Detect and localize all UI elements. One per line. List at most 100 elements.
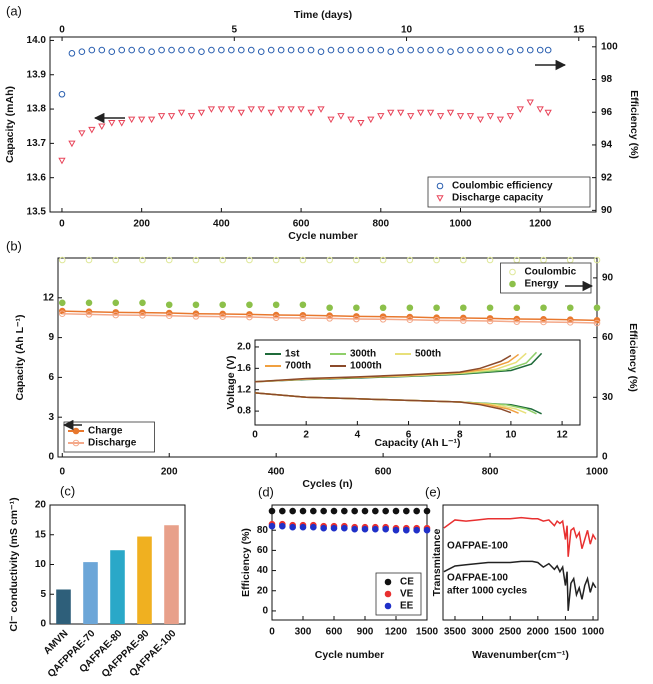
data-point: [118, 120, 126, 127]
data-point: [433, 256, 440, 264]
y-tick-label: 13.7: [27, 138, 47, 149]
legend-label: 300th: [350, 349, 376, 360]
data-point: [377, 46, 385, 54]
data-point: [416, 109, 425, 117]
data-point: [433, 317, 440, 324]
data-point: [165, 256, 173, 264]
y-tick-label: 9: [48, 332, 54, 343]
data-point: [446, 109, 455, 117]
data-point: [347, 46, 355, 54]
bar: [164, 525, 179, 624]
bar: [56, 589, 71, 624]
legend-label: VE: [400, 589, 414, 600]
data-point: [326, 256, 333, 264]
data-point: [165, 301, 173, 309]
x-tick-label: 0: [252, 430, 258, 441]
x2-tick-label: 5: [232, 25, 238, 36]
y-tick-label: 60: [257, 545, 269, 556]
data-point: [417, 46, 424, 54]
y-tick-label: 20: [257, 585, 269, 596]
data-point: [457, 46, 464, 54]
x-axis-title: Cycles (n): [302, 478, 352, 490]
x2-tick-label: 15: [573, 25, 585, 36]
data-point: [207, 106, 216, 113]
data-point: [58, 157, 66, 165]
data-point: [486, 113, 495, 120]
data-point: [128, 46, 136, 54]
data-point: [526, 99, 534, 107]
y-tick-label: 1.2: [237, 384, 251, 395]
data-point: [148, 48, 155, 56]
plot-frame: [442, 504, 599, 621]
series-line: [443, 516, 597, 557]
data-point: [544, 46, 552, 54]
data-point: [347, 116, 355, 124]
x-tick-label: 1200: [529, 219, 552, 230]
x-tick-label: 400: [268, 467, 285, 478]
annotation: OAFPAE-100: [447, 541, 508, 552]
x2-tick-label: 10: [401, 25, 413, 36]
data-point: [460, 304, 467, 312]
data-point: [507, 48, 514, 56]
data-point: [279, 507, 286, 515]
data-point: [372, 525, 379, 533]
x-tick-label: 2500: [499, 627, 522, 638]
data-point: [128, 116, 136, 124]
data-point: [353, 256, 360, 264]
data-point: [78, 48, 86, 56]
y-axis-title: Efficiency (%): [240, 528, 252, 597]
y-axis-title: Cl⁻ conductivity (mS cm⁻¹): [8, 497, 20, 631]
data-point: [566, 319, 574, 326]
data-point: [299, 314, 307, 322]
data-point: [78, 130, 86, 137]
data-point: [299, 523, 307, 531]
x-tick-label: 1000: [586, 467, 609, 478]
data-point: [382, 507, 389, 515]
data-point: [307, 109, 315, 117]
data-point: [297, 46, 305, 54]
x-tick-label: 3000: [471, 627, 494, 638]
y2-tick-label: 0: [602, 452, 608, 463]
data-point: [387, 109, 395, 117]
data-point: [192, 313, 200, 320]
data-point: [392, 526, 400, 534]
data-point: [382, 525, 389, 533]
data-point: [320, 507, 327, 515]
x-tick-label: 600: [326, 627, 343, 638]
panel-label: (b): [6, 238, 22, 253]
x-tick-label: 200: [161, 467, 178, 478]
x-tick-label: 800: [372, 219, 389, 230]
y-tick-label: 20: [35, 500, 47, 511]
data-point: [112, 256, 120, 264]
data-point: [423, 526, 431, 534]
data-point: [353, 304, 360, 312]
data-point: [403, 507, 410, 515]
data-point: [217, 106, 226, 113]
y-tick-label: 0: [262, 606, 268, 617]
x-tick-label: 1500: [416, 627, 439, 638]
data-point: [460, 317, 467, 324]
data-point: [379, 315, 387, 323]
data-point: [299, 507, 307, 515]
data-point: [413, 526, 420, 534]
data-point: [466, 113, 475, 120]
bar: [83, 562, 98, 624]
data-point: [165, 312, 173, 320]
data-point: [456, 113, 465, 120]
y-tick-label: 0.8: [237, 406, 251, 417]
annotation: after 1000 cycles: [447, 586, 528, 597]
y2-tick-label: 92: [601, 172, 613, 183]
data-point: [326, 315, 333, 322]
data-point: [85, 299, 93, 307]
data-point: [307, 46, 315, 54]
data-point: [341, 507, 348, 515]
legend-label: EE: [400, 601, 414, 612]
data-point: [317, 106, 325, 113]
y2-axis-title: Efficiency (%): [628, 90, 640, 159]
data-point: [112, 311, 120, 319]
data-point: [287, 46, 295, 54]
data-point: [218, 46, 225, 54]
data-point: [58, 299, 66, 307]
data-point: [177, 109, 186, 117]
legend-marker: [384, 602, 392, 610]
